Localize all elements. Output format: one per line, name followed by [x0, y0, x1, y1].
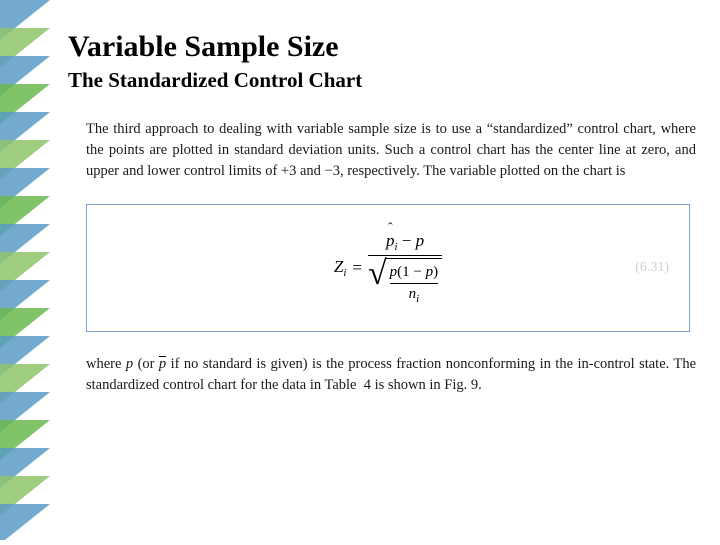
eq-lhs-sub: i	[343, 267, 346, 279]
slide-title: Variable Sample Size	[68, 30, 708, 64]
paragraph-intro: The third approach to dealing with varia…	[86, 119, 696, 182]
eq-minus: −	[398, 231, 416, 250]
p2-b: (or	[133, 356, 159, 372]
eq-inner-num: p(1 − p)	[390, 264, 438, 281]
slide-content: Variable Sample Size The Standardized Co…	[68, 30, 708, 396]
p2-a: where	[86, 356, 126, 372]
eq-phat: p	[386, 231, 395, 250]
eq-inner-fraction: p(1 − p) ni	[390, 264, 438, 305]
triangle-pattern	[0, 0, 55, 540]
eq-lhs-var: Z	[334, 257, 343, 276]
paragraph-closing: where p (or p if no standard is given) i…	[86, 354, 696, 396]
equation-box: (6.31) Zi = pi − p √ p(1 − p)	[86, 204, 690, 332]
eq-denominator: √ p(1 − p) ni	[368, 258, 442, 305]
slide-subtitle: The Standardized Control Chart	[68, 68, 708, 93]
p2-c: if no standard is given) is the process …	[86, 356, 696, 393]
eq-numerator: pi − p	[386, 231, 424, 253]
radical-icon: √	[368, 260, 387, 287]
equation-number: (6.31)	[635, 260, 669, 276]
equation-z: Zi = pi − p √ p(1 − p)	[334, 231, 442, 305]
eq-p: p	[416, 231, 425, 250]
eq-inner-den: ni	[409, 286, 420, 305]
slide-decoration	[0, 0, 55, 540]
eq-main-fraction: pi − p √ p(1 − p) ni	[368, 231, 442, 305]
